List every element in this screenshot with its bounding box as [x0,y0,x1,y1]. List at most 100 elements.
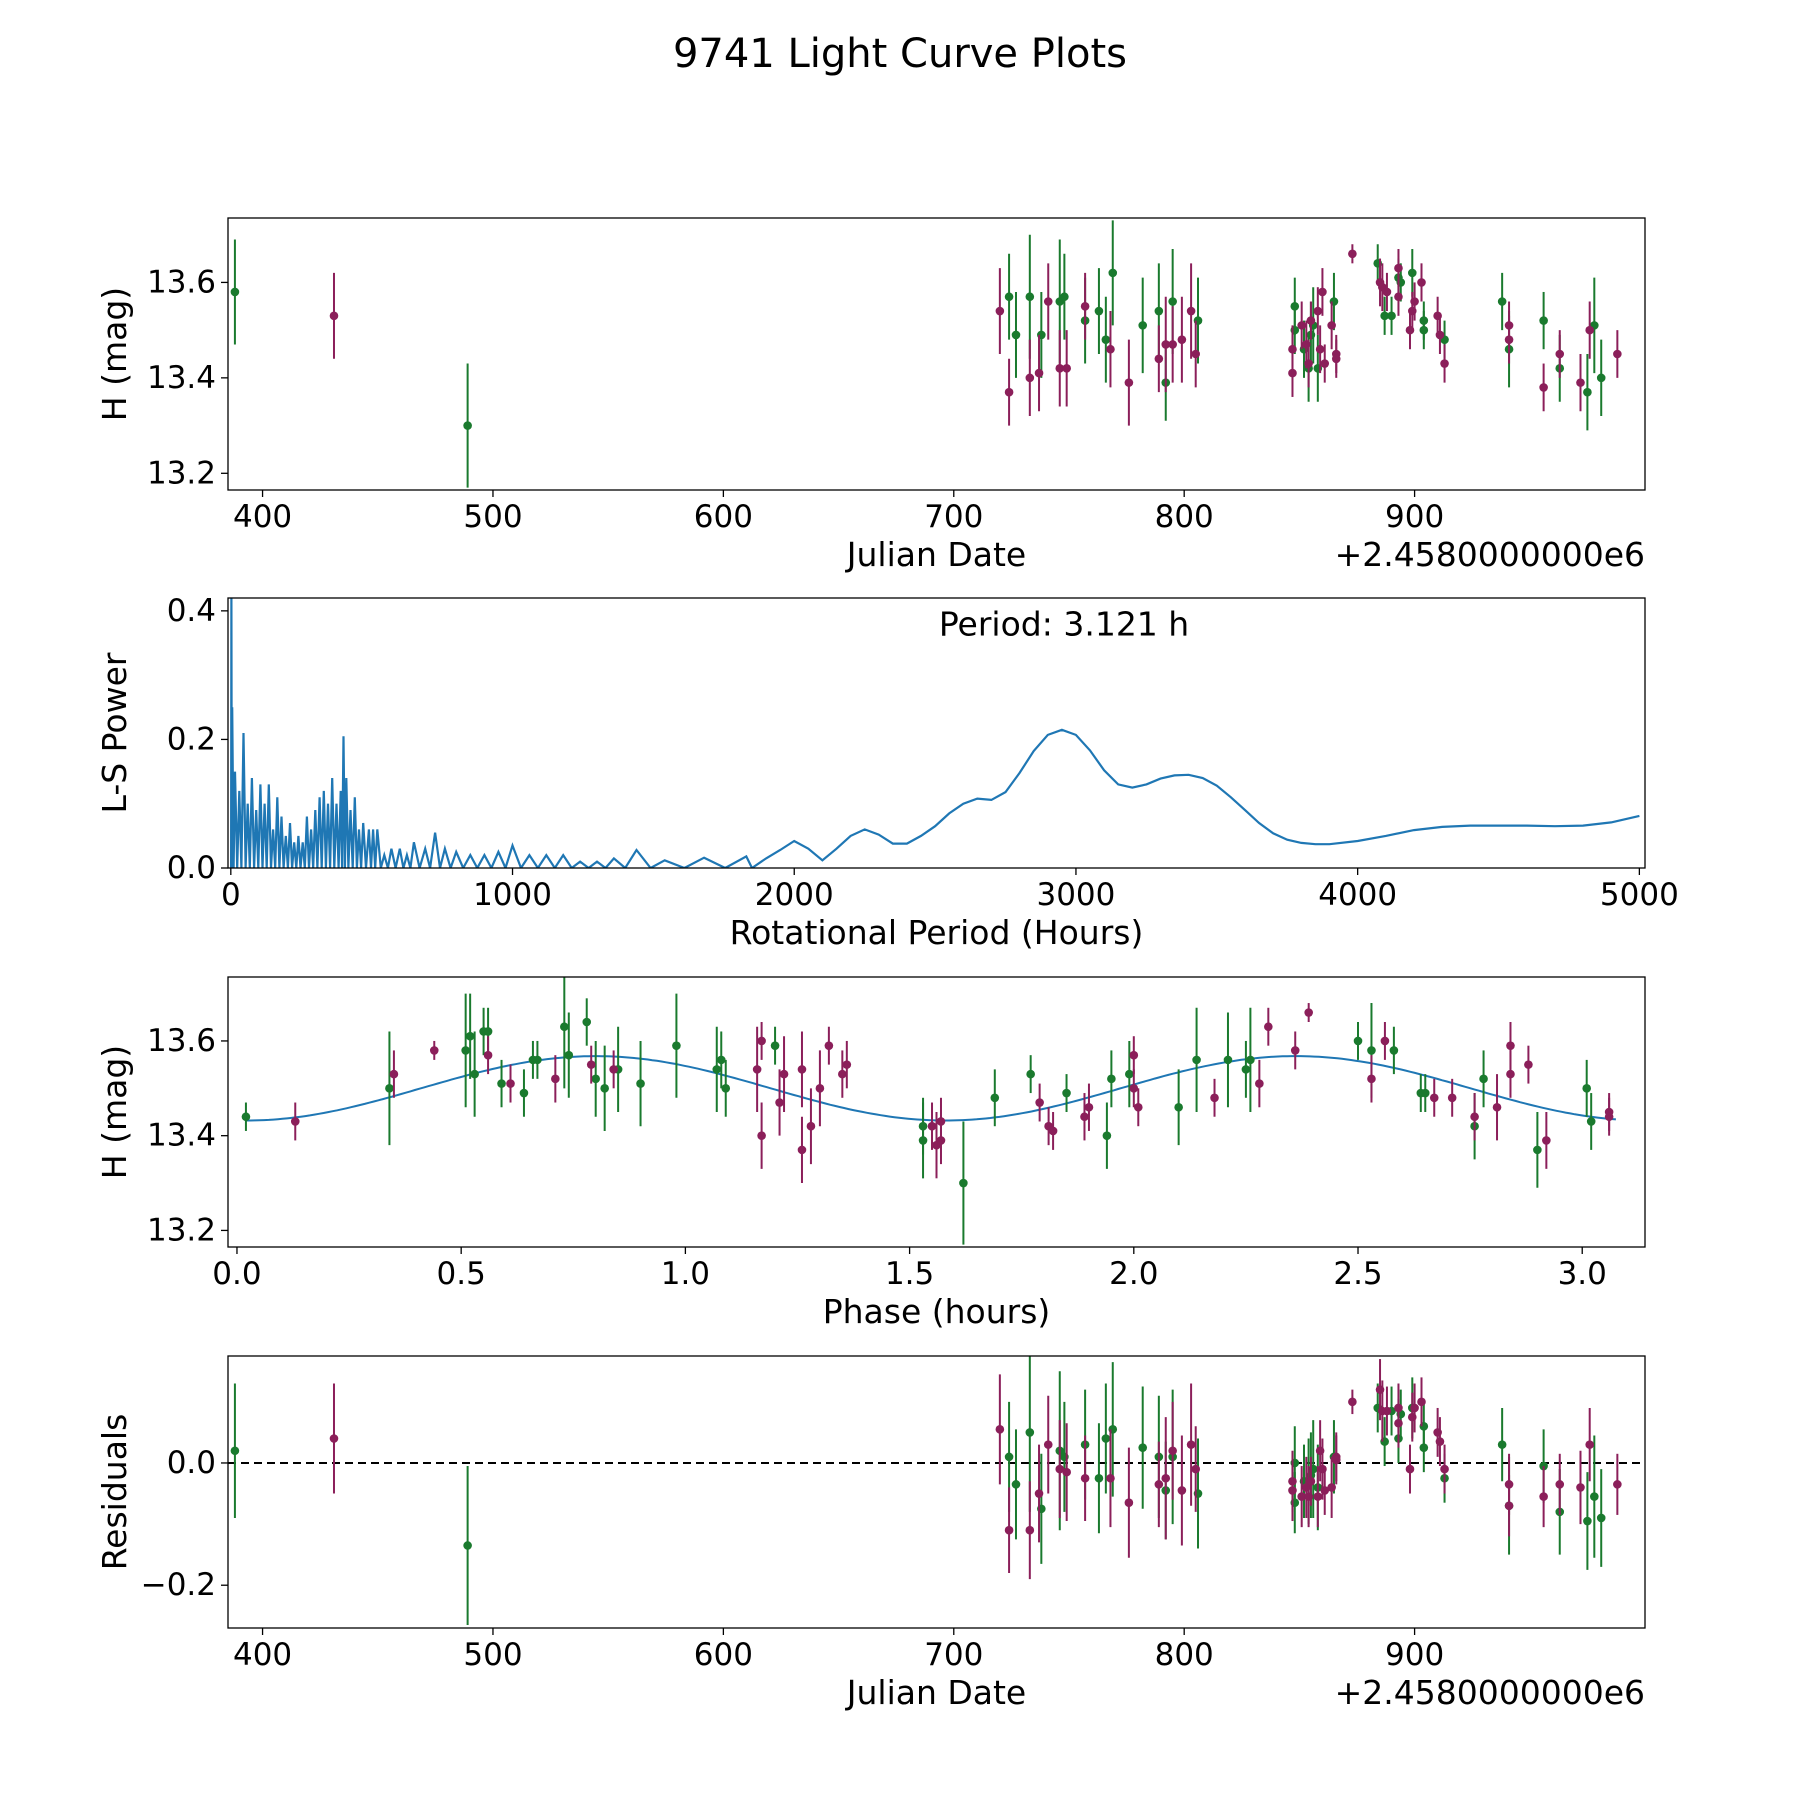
data-point [483,1027,493,1036]
x-tick-label: 1000 [473,877,552,913]
data-point [1025,292,1035,302]
data-point [1440,1464,1449,1474]
plot-area [241,977,1616,1245]
data-point [1387,311,1396,321]
data-point [465,1031,475,1041]
data-point [1420,1088,1430,1098]
data-point [1394,292,1403,302]
data-point [1174,1102,1183,1112]
periodogram-panel: Period: 3.121 h 0 1000 2000 3000 4000 5000 0.0 0… [95,593,1679,952]
data-point [1288,344,1297,354]
data-point [1004,387,1014,397]
y-tick-label: −0.2 [141,1567,216,1603]
data-point [1380,1036,1390,1046]
data-point [1313,306,1323,316]
data-point [721,1084,731,1093]
data-point [586,1060,596,1069]
data-point [1596,1513,1606,1523]
data-point [1025,373,1035,383]
data-point [716,1055,726,1065]
x-tick-label: 4000 [1318,877,1397,913]
data-point [1410,1403,1419,1413]
data-point [770,1041,780,1050]
x-tick-label: 5000 [1600,877,1679,913]
data-point [1255,1079,1264,1088]
data-point [1583,387,1592,397]
data-point [329,311,339,321]
data-point [1186,306,1196,316]
data-point [712,1065,722,1074]
data-point [1479,1074,1488,1084]
data-point [824,1041,834,1050]
data-point [230,287,240,297]
data-point [1168,1446,1177,1456]
data-point [1297,1492,1306,1501]
x-tick-label: 400 [233,499,292,535]
data-point [757,1131,766,1140]
data-point [1191,349,1201,359]
data-point [1241,1065,1251,1074]
data-point [1304,1008,1313,1017]
data-point [1011,330,1021,340]
data-point [1025,1428,1035,1437]
data-point [1004,1525,1014,1535]
data-point [1306,1477,1316,1486]
x-axis-label: Julian Date [845,535,1027,574]
data-point [1094,1473,1104,1483]
axes-frame [227,597,1646,869]
y-axis-label: Residuals [95,1414,134,1571]
data-point [1055,364,1065,373]
data-point [1590,1492,1599,1501]
data-point [1331,1455,1341,1465]
data-point [290,1117,300,1126]
data-point [1410,297,1419,306]
x-axis-offset-label: +2.4580000000e6 [1335,1673,1645,1712]
data-point [995,1425,1005,1434]
data-point [1419,1443,1429,1452]
data-point [1034,368,1044,378]
data-point [1367,1074,1376,1084]
y-tick-label: 0.4 [167,593,216,629]
data-point [1210,1093,1219,1103]
data-point [1407,268,1417,278]
data-point [815,1084,825,1093]
x-axis-label: Phase (hours) [823,1292,1051,1331]
series-purple [290,1003,1614,1184]
data-point [551,1074,560,1084]
data-point [1539,383,1548,392]
x-tick-label: 3.0 [1558,1256,1607,1292]
data-point [1306,316,1316,325]
data-point [1138,1443,1148,1452]
data-point [1533,1145,1542,1155]
data-point [1043,297,1053,306]
data-point [1191,1464,1201,1474]
data-point [1382,1406,1392,1416]
data-point [1011,1480,1021,1489]
data-point [1524,1060,1533,1069]
data-point [1025,1525,1035,1535]
x-tick-label: 600 [694,1637,753,1673]
phased-light-curve-panel: 0.0 0.5 1.0 1.5 2.0 2.5 3.0 13.2 13.4 13.6 Phase (… [95,976,1646,1331]
data-point [582,1017,592,1027]
data-point [483,1050,493,1060]
data-point [842,1060,852,1069]
x-tick-label: 2.5 [1333,1256,1382,1292]
data-point [1318,287,1327,297]
fit-curve [245,1055,1616,1122]
data-point [429,1046,439,1055]
data-point [1492,1102,1502,1112]
y-tick-label: 13.4 [147,360,216,396]
data-point [1048,1126,1058,1136]
data-point [1440,359,1449,368]
data-point [1419,316,1429,325]
plot-area [228,1356,1645,1625]
data-point [1004,292,1014,302]
data-point [230,1446,240,1456]
data-point [1177,335,1187,344]
data-point [1382,287,1392,297]
data-point [1539,1492,1548,1501]
data-point [797,1145,807,1155]
data-point [1043,1440,1053,1449]
data-point [918,1136,928,1145]
data-point [1327,1483,1336,1492]
